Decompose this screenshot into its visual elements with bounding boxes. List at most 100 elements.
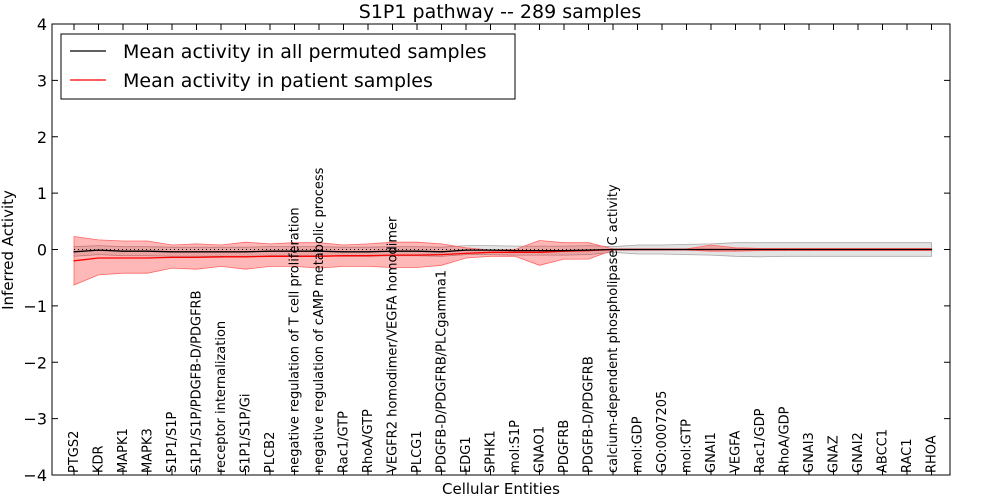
- category-label: GNAO1: [533, 426, 548, 473]
- category-label: SPHK1: [484, 430, 499, 473]
- category-label: PDGFB-D/PDGFRB: [582, 356, 597, 473]
- category-label: mol:GDP: [631, 416, 646, 473]
- data-point-patient: [440, 253, 443, 256]
- legend-label-patient: Mean activity in patient samples: [123, 70, 433, 92]
- data-point-permuted: [930, 248, 933, 251]
- data-point-patient: [367, 255, 369, 257]
- y-axis: 4 3 2 1 0 −1 −2 −3 −4: [23, 15, 950, 485]
- x-axis: [73, 24, 932, 475]
- data-point-patient: [171, 256, 173, 258]
- category-label: GNAZ: [827, 435, 842, 473]
- category-label: GNAI2: [851, 432, 866, 473]
- category-label: negative regulation of cAMP metabolic pr…: [312, 167, 327, 473]
- category-label: MAPK1: [116, 428, 131, 473]
- y-tick-label: 3: [37, 71, 47, 90]
- data-point-patient: [122, 257, 124, 259]
- category-label: RhoA/GDP: [778, 406, 793, 473]
- data-point-permuted: [832, 248, 835, 251]
- data-point-permuted: [342, 251, 345, 253]
- category-label: PLCB2: [263, 432, 278, 473]
- data-point-permuted: [195, 251, 198, 253]
- y-tick-label: 1: [37, 184, 47, 203]
- data-point-patient: [416, 254, 418, 256]
- y-tick-label: −2: [23, 353, 47, 372]
- category-label: calcium-dependent phospholipase C activi…: [606, 184, 621, 473]
- data-point-permuted: [563, 250, 565, 252]
- data-point-permuted: [759, 248, 761, 251]
- data-point-permuted: [808, 248, 810, 251]
- data-point-patient: [244, 256, 247, 258]
- data-point-permuted: [97, 249, 100, 251]
- category-label: S1P1/S1P: [165, 411, 180, 473]
- category-label: KDR: [92, 445, 107, 473]
- data-point-patient: [293, 255, 296, 257]
- series-lines: [73, 248, 933, 262]
- data-point-permuted: [293, 250, 296, 252]
- data-point-patient: [538, 251, 541, 253]
- data-point-permuted: [146, 250, 149, 252]
- data-point-patient: [97, 257, 100, 259]
- data-point-patient: [220, 256, 222, 258]
- category-label: EDG1: [459, 436, 474, 473]
- data-point-permuted: [906, 248, 908, 251]
- category-label: PDGFRB: [557, 420, 572, 473]
- y-tick-label: −4: [23, 466, 47, 485]
- legend-box: [60, 33, 516, 100]
- category-label: PLCG1: [410, 430, 425, 473]
- data-point-patient: [73, 260, 75, 262]
- y-tick-label: 4: [37, 15, 47, 34]
- data-point-permuted: [538, 250, 541, 252]
- data-point-permuted: [318, 250, 320, 252]
- data-point-patient: [514, 251, 516, 253]
- category-label: receptor internalization: [214, 321, 229, 473]
- data-point-patient: [465, 252, 467, 255]
- data-point-permuted: [612, 248, 614, 251]
- category-label: ABCC1: [876, 429, 891, 473]
- category-label: S1P1/S1P/Gi: [239, 394, 254, 473]
- data-point-permuted: [783, 248, 786, 251]
- x-axis-title: Cellular Entities: [442, 480, 560, 498]
- legend-label-permuted: Mean activity in all permuted samples: [123, 41, 486, 63]
- data-point-permuted: [391, 250, 394, 252]
- y-tick-label: −3: [23, 410, 47, 429]
- data-point-permuted: [587, 249, 590, 251]
- category-label: GNAI3: [802, 432, 817, 473]
- data-point-permuted: [244, 251, 247, 253]
- data-point-permuted: [489, 249, 492, 251]
- confidence-band-patient: [73, 236, 932, 286]
- data-point-patient: [391, 254, 394, 256]
- category-label: MAPK3: [141, 428, 156, 473]
- category-label: mol:GTP: [680, 419, 695, 473]
- data-point-permuted: [465, 249, 467, 251]
- category-label: RhoA/GTP: [361, 409, 376, 473]
- data-point-permuted: [73, 251, 75, 253]
- data-point-permuted: [857, 248, 859, 251]
- y-tick-label: 2: [37, 128, 47, 147]
- data-point-permuted: [881, 248, 884, 251]
- data-point-permuted: [514, 250, 516, 252]
- category-label: RHOA: [925, 435, 940, 473]
- data-point-permuted: [661, 248, 663, 251]
- category-label: S1P1/S1P/PDGFB-D/PDGFRB: [190, 290, 205, 473]
- data-point-permuted: [710, 248, 712, 251]
- category-label: VEGFA: [729, 431, 744, 473]
- data-point-permuted: [269, 250, 271, 252]
- data-point-permuted: [367, 251, 369, 253]
- data-point-permuted: [734, 248, 737, 251]
- category-labels: PTGS2 KDR MAPK1 MAPK3 S1P1/S1P S1P1/S1P/PDGFB…: [67, 167, 940, 473]
- data-point-patient: [195, 256, 198, 258]
- data-point-permuted: [685, 248, 688, 251]
- data-point-patient: [318, 255, 320, 257]
- data-point-permuted: [440, 251, 443, 253]
- data-point-permuted: [416, 250, 418, 252]
- chart-title: S1P1 pathway -- 289 samples: [359, 1, 641, 23]
- y-axis-title: Inferred Activity: [0, 190, 17, 310]
- category-label: Rac1/GTP: [337, 411, 352, 473]
- data-point-permuted: [636, 248, 639, 251]
- data-point-patient: [342, 255, 345, 257]
- y-tick-label: −1: [23, 297, 47, 316]
- category-label: GNAI1: [704, 432, 719, 473]
- category-label: RAC1: [900, 438, 915, 473]
- data-point-permuted: [220, 251, 222, 253]
